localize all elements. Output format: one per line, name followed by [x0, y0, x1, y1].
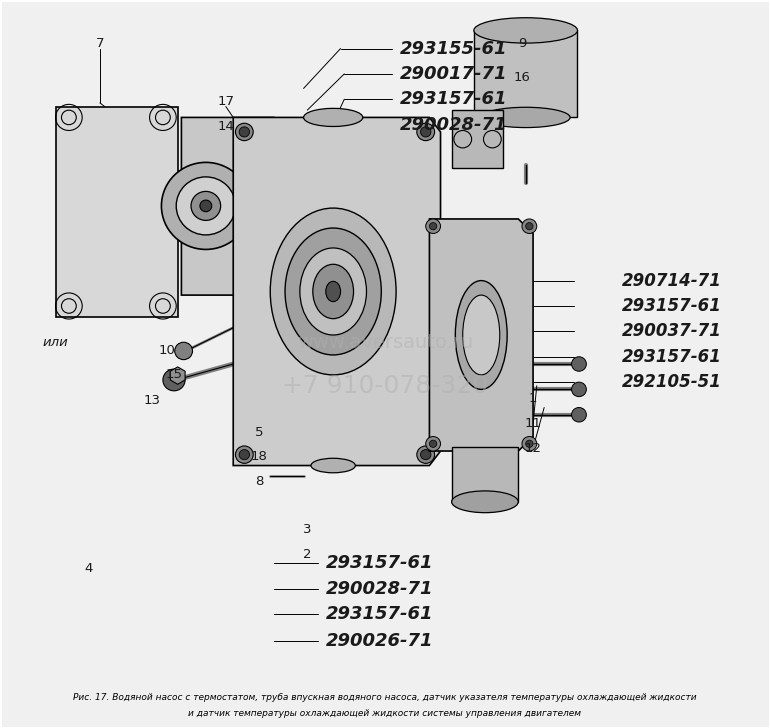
Polygon shape — [233, 117, 440, 465]
Circle shape — [571, 382, 587, 397]
Ellipse shape — [474, 17, 578, 43]
Circle shape — [426, 437, 440, 451]
Circle shape — [526, 440, 533, 448]
Text: 290037-71: 290037-71 — [622, 323, 721, 341]
Text: 8: 8 — [255, 475, 263, 488]
Circle shape — [426, 219, 440, 234]
Text: или: или — [42, 336, 69, 349]
Text: 3: 3 — [303, 523, 312, 536]
Circle shape — [200, 200, 212, 212]
Circle shape — [430, 440, 437, 448]
Ellipse shape — [270, 208, 396, 375]
Text: 290028-71: 290028-71 — [400, 116, 507, 134]
Circle shape — [526, 223, 533, 230]
Circle shape — [571, 357, 587, 371]
Polygon shape — [474, 31, 578, 117]
Ellipse shape — [455, 280, 507, 389]
Circle shape — [417, 123, 434, 141]
Text: 10: 10 — [158, 344, 175, 357]
Text: 7: 7 — [95, 37, 104, 50]
Ellipse shape — [313, 264, 353, 319]
Ellipse shape — [481, 107, 570, 127]
Text: 293157-61: 293157-61 — [326, 555, 434, 572]
Text: 290714-71: 290714-71 — [622, 272, 721, 290]
Text: 293157-61: 293157-61 — [622, 297, 721, 315]
Ellipse shape — [452, 491, 518, 513]
Text: 14: 14 — [217, 119, 234, 132]
Text: Рис. 17. Водяной насос с термостатом, труба впускная водяного насоса, датчик ука: Рис. 17. Водяной насос с термостатом, тр… — [73, 693, 697, 702]
Text: 290028-71: 290028-71 — [326, 579, 434, 598]
Ellipse shape — [311, 459, 356, 472]
Circle shape — [420, 127, 431, 137]
Text: 17: 17 — [217, 95, 234, 108]
Circle shape — [175, 342, 192, 360]
Text: 5: 5 — [255, 427, 263, 440]
Circle shape — [522, 437, 537, 451]
Text: 293157-61: 293157-61 — [622, 348, 721, 365]
Text: 290026-71: 290026-71 — [326, 632, 434, 650]
Polygon shape — [452, 448, 518, 502]
Text: 4: 4 — [85, 562, 93, 575]
Circle shape — [430, 223, 437, 230]
Circle shape — [236, 446, 253, 463]
Text: 15: 15 — [166, 368, 182, 381]
Text: 16: 16 — [514, 71, 531, 84]
Polygon shape — [170, 367, 185, 384]
Text: 292105-51: 292105-51 — [622, 373, 721, 391]
Text: 9: 9 — [517, 37, 526, 50]
Ellipse shape — [326, 281, 340, 301]
Polygon shape — [55, 106, 178, 317]
Text: 13: 13 — [143, 394, 160, 407]
Polygon shape — [182, 117, 296, 295]
Circle shape — [420, 450, 431, 459]
Circle shape — [191, 191, 221, 221]
Ellipse shape — [285, 228, 381, 355]
Ellipse shape — [463, 295, 500, 375]
Circle shape — [162, 162, 250, 250]
Text: 2: 2 — [303, 547, 312, 561]
Ellipse shape — [300, 248, 367, 335]
Text: www.aversauto.ru: www.aversauto.ru — [297, 333, 473, 352]
Polygon shape — [452, 110, 504, 168]
Circle shape — [417, 446, 434, 463]
Text: и датчик температуры охлаждающей жидкости системы управления двигателем: и датчик температуры охлаждающей жидкост… — [189, 709, 581, 718]
Text: 12: 12 — [524, 442, 541, 454]
Circle shape — [176, 177, 236, 235]
Text: 290017-71: 290017-71 — [400, 65, 507, 83]
Text: +7 910-078-320: +7 910-078-320 — [282, 373, 488, 397]
Text: 11: 11 — [524, 417, 541, 430]
Circle shape — [239, 127, 249, 137]
Polygon shape — [430, 219, 533, 451]
Text: 293157-61: 293157-61 — [326, 605, 434, 623]
Circle shape — [571, 408, 587, 422]
Circle shape — [522, 219, 537, 234]
Ellipse shape — [303, 108, 363, 127]
Text: 1: 1 — [529, 392, 537, 405]
Text: 18: 18 — [251, 451, 268, 463]
Text: 293155-61: 293155-61 — [400, 39, 507, 58]
Circle shape — [239, 450, 249, 459]
Circle shape — [236, 123, 253, 141]
Circle shape — [163, 369, 185, 391]
Text: 293157-61: 293157-61 — [400, 90, 507, 108]
